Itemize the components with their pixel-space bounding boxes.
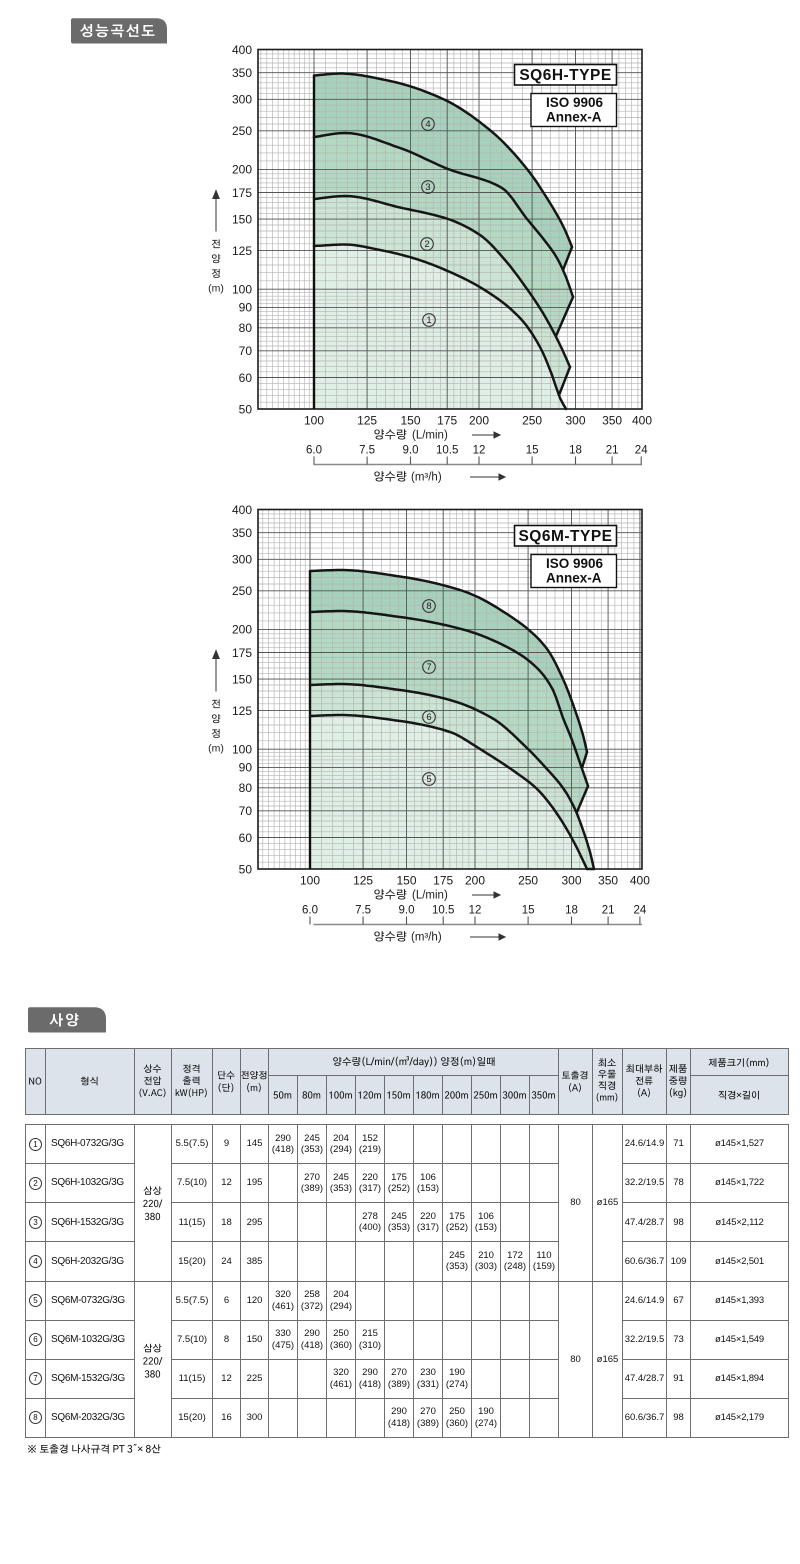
svg-text:100: 100 [232, 743, 252, 757]
svg-text:125: 125 [353, 874, 373, 888]
svg-text:3: 3 [425, 182, 430, 193]
svg-text:Annex-A: Annex-A [546, 110, 602, 125]
svg-text:80: 80 [239, 321, 253, 335]
svg-text:200: 200 [232, 163, 252, 177]
svg-text:21: 21 [602, 905, 615, 917]
svg-text:300: 300 [232, 553, 252, 567]
svg-text:(L/min): (L/min) [412, 890, 448, 902]
svg-text:250: 250 [518, 874, 538, 888]
svg-text:300: 300 [232, 93, 252, 107]
svg-text:250: 250 [232, 584, 252, 598]
svg-text:250: 250 [232, 124, 252, 138]
svg-text:Annex-A: Annex-A [546, 571, 602, 586]
svg-text:15: 15 [526, 445, 539, 457]
svg-text:7: 7 [426, 662, 431, 673]
svg-text:70: 70 [239, 344, 253, 358]
svg-text:9.0: 9.0 [399, 905, 415, 917]
svg-text:(m³/h): (m³/h) [411, 932, 442, 944]
svg-text:6.0: 6.0 [302, 905, 318, 917]
svg-text:1: 1 [426, 315, 431, 326]
svg-text:SQ6M-TYPE: SQ6M-TYPE [518, 528, 612, 545]
svg-text:50: 50 [239, 402, 253, 416]
svg-text:(m): (m) [208, 282, 224, 294]
svg-text:60: 60 [239, 831, 253, 845]
svg-text:ISO 9906: ISO 9906 [546, 95, 604, 110]
svg-text:15: 15 [522, 905, 535, 917]
svg-text:8: 8 [426, 601, 431, 612]
svg-text:100: 100 [304, 414, 324, 428]
svg-text:(m³/h): (m³/h) [411, 472, 442, 484]
svg-text:18: 18 [569, 445, 582, 457]
svg-text:125: 125 [232, 244, 252, 258]
svg-text:70: 70 [239, 804, 253, 818]
svg-text:150: 150 [232, 212, 252, 226]
svg-text:350: 350 [232, 526, 252, 540]
svg-text:100: 100 [232, 283, 252, 297]
svg-text:350: 350 [598, 874, 618, 888]
svg-text:(m): (m) [208, 742, 224, 754]
svg-text:150: 150 [396, 874, 416, 888]
svg-text:125: 125 [357, 414, 377, 428]
svg-text:400: 400 [632, 414, 652, 428]
svg-text:125: 125 [232, 704, 252, 718]
svg-text:175: 175 [232, 186, 252, 200]
svg-text:10.5: 10.5 [432, 905, 454, 917]
svg-text:18: 18 [565, 905, 578, 917]
svg-text:50: 50 [239, 862, 253, 876]
svg-text:150: 150 [232, 672, 252, 686]
svg-text:6: 6 [426, 712, 431, 723]
svg-text:12: 12 [469, 905, 482, 917]
svg-text:5: 5 [426, 774, 431, 785]
svg-text:400: 400 [232, 43, 252, 57]
svg-text:350: 350 [602, 414, 622, 428]
svg-text:24: 24 [635, 445, 648, 457]
svg-text:9.0: 9.0 [403, 445, 419, 457]
svg-text:175: 175 [433, 874, 453, 888]
svg-text:300: 300 [565, 414, 585, 428]
svg-text:4: 4 [425, 119, 430, 130]
svg-text:200: 200 [469, 414, 489, 428]
svg-text:250: 250 [522, 414, 542, 428]
svg-text:175: 175 [232, 646, 252, 660]
svg-text:400: 400 [232, 503, 252, 517]
svg-text:80: 80 [239, 781, 253, 795]
svg-text:10.5: 10.5 [436, 445, 458, 457]
svg-text:100: 100 [300, 874, 320, 888]
svg-text:6.0: 6.0 [306, 445, 322, 457]
svg-text:21: 21 [606, 445, 619, 457]
svg-text:12: 12 [473, 445, 486, 457]
svg-text:200: 200 [465, 874, 485, 888]
svg-text:400: 400 [630, 874, 650, 888]
svg-text:90: 90 [239, 761, 253, 775]
svg-text:175: 175 [437, 414, 457, 428]
svg-text:ISO 9906: ISO 9906 [546, 556, 604, 571]
svg-text:7.5: 7.5 [359, 445, 375, 457]
svg-text:300: 300 [561, 874, 581, 888]
svg-text:7.5: 7.5 [355, 905, 371, 917]
svg-text:60: 60 [239, 371, 253, 385]
svg-text:200: 200 [232, 623, 252, 637]
svg-text:2: 2 [424, 239, 429, 250]
svg-text:350: 350 [232, 66, 252, 80]
svg-text:90: 90 [239, 301, 253, 315]
svg-text:(L/min): (L/min) [412, 430, 448, 442]
svg-text:SQ6H-TYPE: SQ6H-TYPE [519, 67, 611, 84]
svg-text:150: 150 [400, 414, 420, 428]
svg-text:24: 24 [634, 905, 647, 917]
